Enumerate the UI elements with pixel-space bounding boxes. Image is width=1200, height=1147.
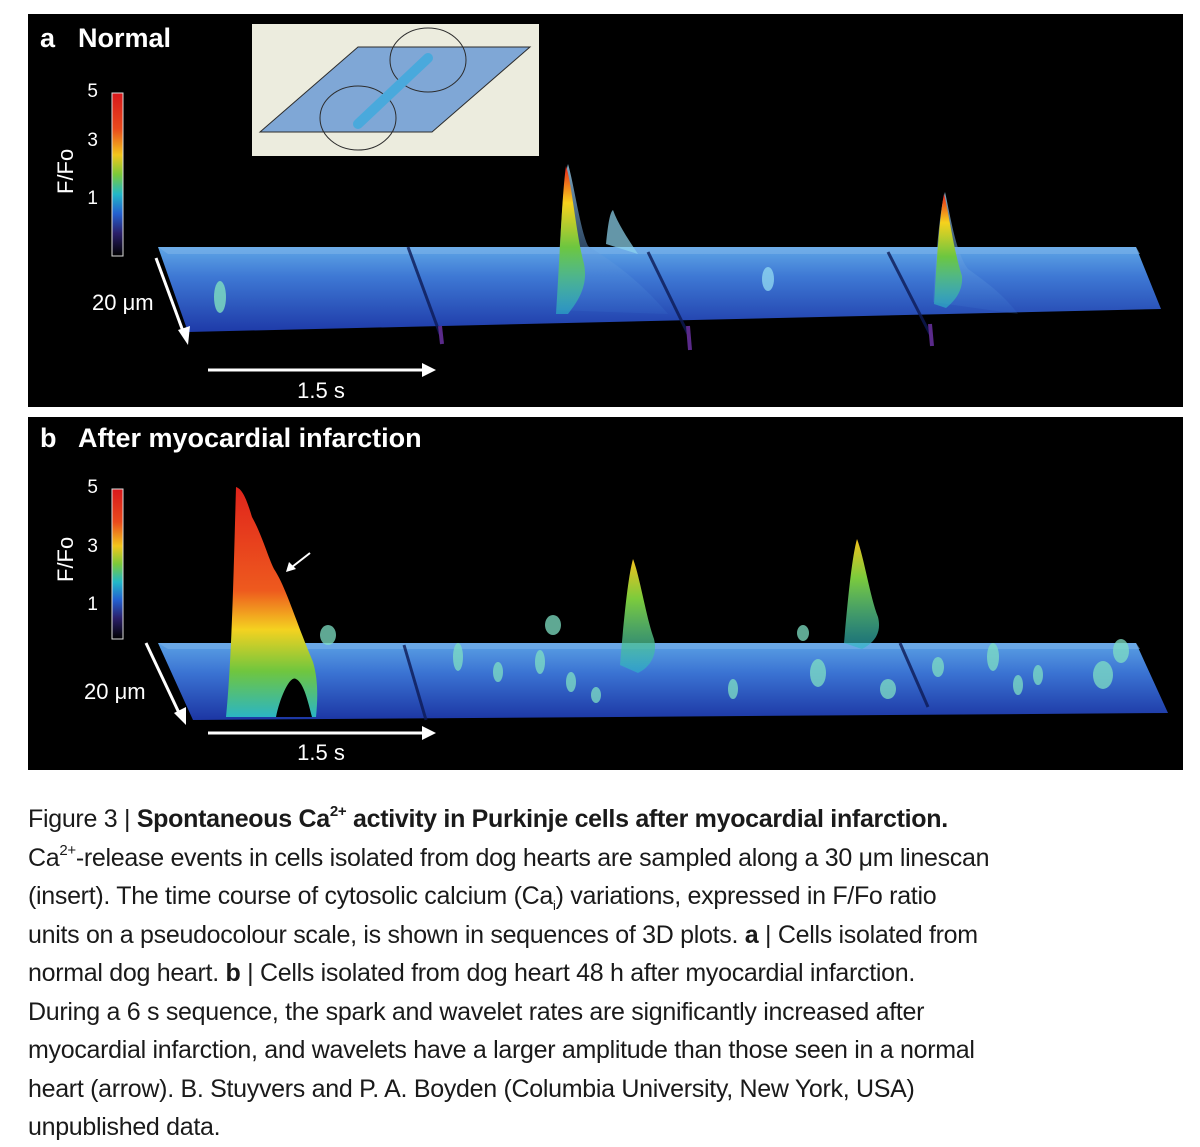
linescan-insert [252, 24, 539, 156]
caption-l4-pre: units on a pseudocolour scale, is shown … [28, 920, 745, 949]
panel-a-title: Normal [78, 23, 171, 53]
panel-b-3d-plot: b After myocardial infarction 5 3 1 F/Fo [40, 423, 1168, 765]
panel-b-letter: b [40, 423, 57, 453]
panel-a-3d-plot: a Normal 5 3 1 F/Fo [40, 23, 1161, 403]
caption-title-pre: Spontaneous Ca [136, 805, 330, 833]
panel-b-colorbar [111, 488, 124, 640]
figure-caption: Figure 3 | Spontaneous Ca2+ activity in … [28, 800, 1188, 1147]
panel-a-spatial-scale: 20 μm [92, 290, 154, 315]
caption-l4-bold: a [744, 920, 759, 949]
caption-l5-pre: normal dog heart. [28, 959, 226, 987]
panel-a-surface [158, 164, 1161, 351]
panel-a-letter: a [40, 23, 56, 53]
caption-line-4: units on a pseudocolour scale, is shown … [28, 916, 1188, 955]
caption-title-post: activity in Purkinje cells after myocard… [346, 805, 948, 833]
caption-line-6: During a 6 s sequence, the spark and wav… [28, 997, 925, 1026]
caption-l2-post: -release events in cells isolated from d… [75, 843, 990, 872]
caption-l2-pre: Ca [28, 843, 60, 872]
caption-line-5: normal dog heart. b | Cells isolated fro… [28, 954, 1188, 993]
caption-line-8: heart (arrow). B. Stuyvers and P. A. Boy… [28, 1074, 915, 1103]
panel-a-time-scale: 1.5 s [297, 378, 345, 403]
caption-line-9: unpublished data. [28, 1113, 221, 1141]
panel-b-tick-3: 3 [87, 536, 98, 557]
panel-a-tick-1: 1 [87, 188, 98, 209]
panel-a-time-arrowhead [422, 363, 436, 377]
panel-b-spatial-scale: 20 μm [84, 679, 146, 704]
caption-title-sup: 2+ [329, 803, 347, 820]
panel-a-colorbar-label: F/Fo [53, 149, 78, 194]
wavelet-arrow [291, 552, 311, 568]
caption-l5-bold: b [225, 959, 241, 987]
caption-line-1: Figure 3 | Spontaneous Ca2+ activity in … [28, 800, 1188, 839]
panel-b-surface [158, 487, 1168, 721]
caption-title: Spontaneous Ca2+ activity in Purkinje ce… [136, 803, 948, 833]
caption-l2-sup: 2+ [59, 841, 76, 859]
panel-b-colorbar-label: F/Fo [53, 537, 78, 582]
panel-a-spatial-arrow [154, 257, 186, 335]
wavelet-arrowhead [286, 562, 296, 572]
panel-b-tick-5: 5 [87, 477, 98, 498]
panel-b-tick-1: 1 [87, 594, 98, 615]
caption-l3-sub: i [552, 898, 556, 913]
figure-label: Figure 3 | [28, 805, 131, 833]
panel-b: b After myocardial infarction 5 3 1 F/Fo [28, 417, 1183, 770]
panel-a: a Normal 5 3 1 F/Fo [28, 14, 1183, 407]
panel-b-title: After myocardial infarction [78, 423, 422, 453]
caption-l3-post: ) variations, expressed in F/Fo ratio [555, 882, 937, 910]
panel-b-time-arrowhead [422, 726, 436, 740]
caption-l4-post: | Cells isolated from [758, 920, 978, 949]
caption-line-3: (insert). The time course of cytosolic c… [28, 877, 1188, 916]
panel-b-spatial-arrow [144, 642, 182, 716]
panel-b-spatial-arrowhead [174, 707, 186, 725]
panel-a-tick-3: 3 [87, 130, 98, 151]
panel-a-colorbar [111, 92, 124, 257]
caption-line-2: Ca2+-release events in cells isolated fr… [28, 839, 1188, 878]
panel-a-spatial-arrowhead [178, 326, 190, 345]
caption-l3-pre: (insert). The time course of cytosolic c… [28, 882, 553, 910]
panel-b-time-scale: 1.5 s [297, 740, 345, 765]
panel-a-tick-5: 5 [87, 81, 98, 102]
caption-l5-post: | Cells isolated from dog heart 48 h aft… [240, 959, 916, 987]
caption-line-7: myocardial infarction, and wavelets have… [28, 1036, 975, 1064]
